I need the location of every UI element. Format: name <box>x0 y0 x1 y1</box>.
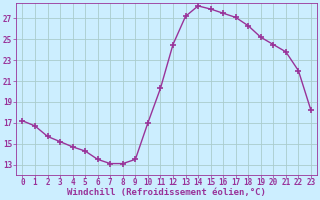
X-axis label: Windchill (Refroidissement éolien,°C): Windchill (Refroidissement éolien,°C) <box>67 188 266 197</box>
